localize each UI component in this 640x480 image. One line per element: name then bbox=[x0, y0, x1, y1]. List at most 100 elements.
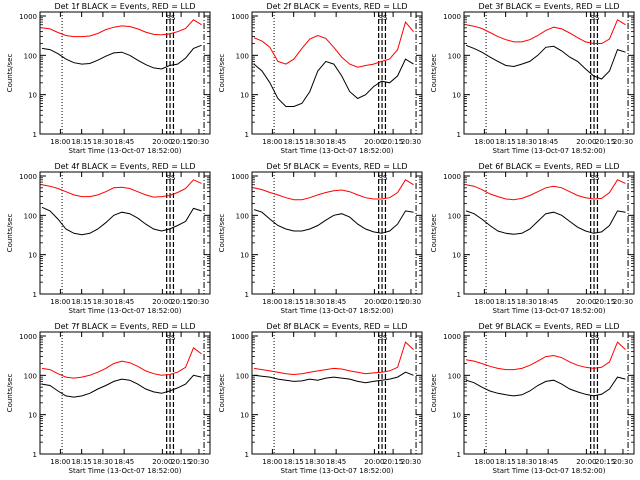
y-tick-label: 1000 bbox=[443, 13, 461, 21]
panel-det-6: Det 6f BLACK = Events, RED = LLD 1 10 100 10… bbox=[430, 162, 635, 315]
x-tick-label: 18:45 bbox=[114, 298, 134, 306]
panel-det-1: Det 1f BLACK = Events, RED = LLD 1 10 100 10… bbox=[6, 2, 211, 155]
x-tick-label: 20:00 bbox=[364, 138, 384, 146]
y-tick-label: 1000 bbox=[443, 173, 461, 181]
y-tick-label: 1 bbox=[245, 291, 249, 299]
y-tick-label: 10 bbox=[28, 92, 37, 100]
y-tick-label: 1000 bbox=[19, 13, 37, 21]
event-marker-label: SS bbox=[166, 174, 175, 182]
series-line-red bbox=[41, 19, 202, 38]
event-marker-label: SS bbox=[166, 334, 175, 342]
y-axis-title: Counts/sec bbox=[218, 54, 226, 93]
x-tick-label: 18:45 bbox=[114, 138, 134, 146]
plot-frame bbox=[463, 331, 635, 455]
x-tick-label: 18:30 bbox=[93, 298, 113, 306]
x-tick-label: 20:15 bbox=[383, 298, 403, 306]
x-tick-label: 20:15 bbox=[171, 298, 191, 306]
y-axis-title: Counts/sec bbox=[6, 54, 14, 93]
event-marker-label: SS bbox=[590, 174, 599, 182]
plot-frame bbox=[463, 11, 635, 135]
event-marker-label: SS bbox=[166, 14, 175, 22]
series-line-black bbox=[465, 44, 626, 80]
x-tick-label: 20:00 bbox=[152, 298, 172, 306]
series-line-black bbox=[41, 44, 202, 70]
x-tick-label: 20:30 bbox=[613, 298, 633, 306]
panel-title: Det 9f BLACK = Events, RED = LLD bbox=[478, 322, 619, 331]
x-tick-label: 20:30 bbox=[189, 138, 209, 146]
y-tick-label: 1 bbox=[33, 451, 37, 459]
x-axis-title: Start Time (13-Oct-07 18:52:00) bbox=[493, 467, 606, 475]
x-tick-label: 20:00 bbox=[152, 138, 172, 146]
plot-frame bbox=[39, 11, 211, 135]
x-tick-label: 18:45 bbox=[326, 298, 346, 306]
x-tick-label: 18:00 bbox=[262, 138, 282, 146]
plot-frame bbox=[39, 331, 211, 455]
x-tick-label: 20:15 bbox=[595, 458, 615, 466]
x-tick-label: 20:15 bbox=[383, 138, 403, 146]
plot-frame bbox=[463, 171, 635, 295]
panel-title: Det 5f BLACK = Events, RED = LLD bbox=[266, 162, 407, 171]
x-tick-label: 18:00 bbox=[474, 138, 494, 146]
y-tick-label: 1 bbox=[33, 291, 37, 299]
y-axis-title: Counts/sec bbox=[218, 214, 226, 253]
x-tick-label: 20:15 bbox=[595, 298, 615, 306]
series-line-red bbox=[253, 341, 414, 376]
x-tick-label: 18:30 bbox=[305, 298, 325, 306]
x-tick-label: 20:30 bbox=[401, 458, 421, 466]
x-tick-label: 18:15 bbox=[72, 298, 92, 306]
panel-det-5: Det 5f BLACK = Events, RED = LLD 1 10 100 10… bbox=[218, 162, 423, 315]
x-tick-label: 18:00 bbox=[50, 138, 70, 146]
event-marker-label: SS bbox=[378, 334, 387, 342]
y-tick-label: 1 bbox=[245, 131, 249, 139]
x-tick-label: 18:00 bbox=[474, 458, 494, 466]
x-tick-label: 18:30 bbox=[93, 458, 113, 466]
series-line-black bbox=[253, 371, 414, 384]
x-axis-title: Start Time (13-Oct-07 18:52:00) bbox=[281, 147, 394, 155]
event-marker-label: SS bbox=[590, 14, 599, 22]
plot-frame bbox=[251, 171, 423, 295]
y-tick-label: 1 bbox=[245, 451, 249, 459]
panel-title: Det 6f BLACK = Events, RED = LLD bbox=[478, 162, 619, 171]
x-tick-label: 18:00 bbox=[474, 298, 494, 306]
x-tick-label: 20:30 bbox=[613, 458, 633, 466]
x-tick-label: 18:15 bbox=[72, 458, 92, 466]
x-tick-label: 18:45 bbox=[538, 298, 558, 306]
x-axis-title: Start Time (13-Oct-07 18:52:00) bbox=[69, 307, 182, 315]
y-tick-label: 10 bbox=[240, 412, 249, 420]
y-tick-label: 100 bbox=[448, 212, 461, 220]
x-tick-label: 18:45 bbox=[538, 138, 558, 146]
x-tick-label: 18:45 bbox=[538, 458, 558, 466]
x-tick-label: 18:00 bbox=[50, 458, 70, 466]
plot-frame bbox=[251, 11, 423, 135]
x-tick-label: 18:15 bbox=[496, 458, 516, 466]
y-axis-title: Counts/sec bbox=[218, 374, 226, 413]
x-tick-label: 18:30 bbox=[93, 138, 113, 146]
x-tick-label: 20:30 bbox=[401, 298, 421, 306]
x-tick-label: 18:30 bbox=[305, 458, 325, 466]
panel-det-9: Det 9f BLACK = Events, RED = LLD 1 10 100 10… bbox=[430, 322, 635, 475]
y-tick-label: 1 bbox=[457, 291, 461, 299]
x-tick-label: 18:30 bbox=[517, 138, 537, 146]
y-tick-label: 10 bbox=[240, 252, 249, 260]
x-axis-title: Start Time (13-Oct-07 18:52:00) bbox=[281, 307, 394, 315]
panel-det-2: Det 2f BLACK = Events, RED = LLD 1 10 100 10… bbox=[218, 2, 423, 155]
x-tick-label: 20:00 bbox=[364, 458, 384, 466]
panel-det-4: Det 4f BLACK = Events, RED = LLD 1 10 100 10… bbox=[6, 162, 211, 315]
y-tick-label: 100 bbox=[236, 372, 249, 380]
x-axis-title: Start Time (13-Oct-07 18:52:00) bbox=[493, 147, 606, 155]
panel-det-7: Det 7f BLACK = Events, RED = LLD 1 10 100 10… bbox=[6, 322, 211, 475]
x-tick-label: 18:45 bbox=[326, 138, 346, 146]
y-tick-label: 1000 bbox=[19, 333, 37, 341]
x-tick-label: 20:00 bbox=[576, 458, 596, 466]
x-tick-label: 20:15 bbox=[171, 458, 191, 466]
event-marker-label: SS bbox=[378, 174, 387, 182]
panel-title: Det 1f BLACK = Events, RED = LLD bbox=[54, 2, 195, 11]
x-tick-label: 18:15 bbox=[284, 458, 304, 466]
panel-title: Det 3f BLACK = Events, RED = LLD bbox=[478, 2, 619, 11]
event-marker-label: SS bbox=[590, 334, 599, 342]
y-tick-label: 100 bbox=[236, 212, 249, 220]
y-tick-label: 1 bbox=[457, 131, 461, 139]
series-line-black bbox=[253, 209, 414, 234]
y-tick-label: 10 bbox=[452, 92, 461, 100]
y-tick-label: 100 bbox=[24, 372, 37, 380]
